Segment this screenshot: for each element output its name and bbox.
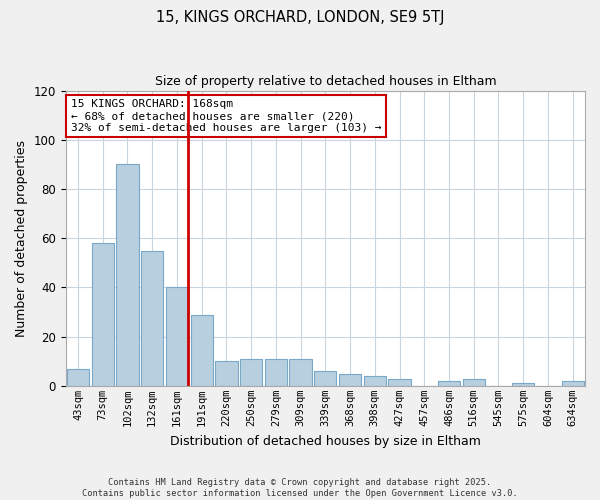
Bar bbox=[562, 381, 584, 386]
Text: 15 KINGS ORCHARD: 168sqm
← 68% of detached houses are smaller (220)
32% of semi-: 15 KINGS ORCHARD: 168sqm ← 68% of detach… bbox=[71, 100, 382, 132]
Bar bbox=[438, 381, 460, 386]
Bar bbox=[512, 384, 535, 386]
Bar bbox=[166, 288, 188, 386]
Text: 15, KINGS ORCHARD, LONDON, SE9 5TJ: 15, KINGS ORCHARD, LONDON, SE9 5TJ bbox=[156, 10, 444, 25]
Bar bbox=[67, 368, 89, 386]
X-axis label: Distribution of detached houses by size in Eltham: Distribution of detached houses by size … bbox=[170, 434, 481, 448]
Bar bbox=[116, 164, 139, 386]
Bar bbox=[265, 359, 287, 386]
Bar bbox=[339, 374, 361, 386]
Y-axis label: Number of detached properties: Number of detached properties bbox=[15, 140, 28, 336]
Text: Contains HM Land Registry data © Crown copyright and database right 2025.
Contai: Contains HM Land Registry data © Crown c… bbox=[82, 478, 518, 498]
Bar bbox=[92, 243, 114, 386]
Bar bbox=[388, 378, 410, 386]
Bar bbox=[191, 314, 213, 386]
Title: Size of property relative to detached houses in Eltham: Size of property relative to detached ho… bbox=[155, 75, 496, 88]
Bar bbox=[364, 376, 386, 386]
Bar bbox=[141, 250, 163, 386]
Bar bbox=[240, 359, 262, 386]
Bar bbox=[215, 362, 238, 386]
Bar bbox=[289, 359, 312, 386]
Bar bbox=[314, 371, 337, 386]
Bar bbox=[463, 378, 485, 386]
